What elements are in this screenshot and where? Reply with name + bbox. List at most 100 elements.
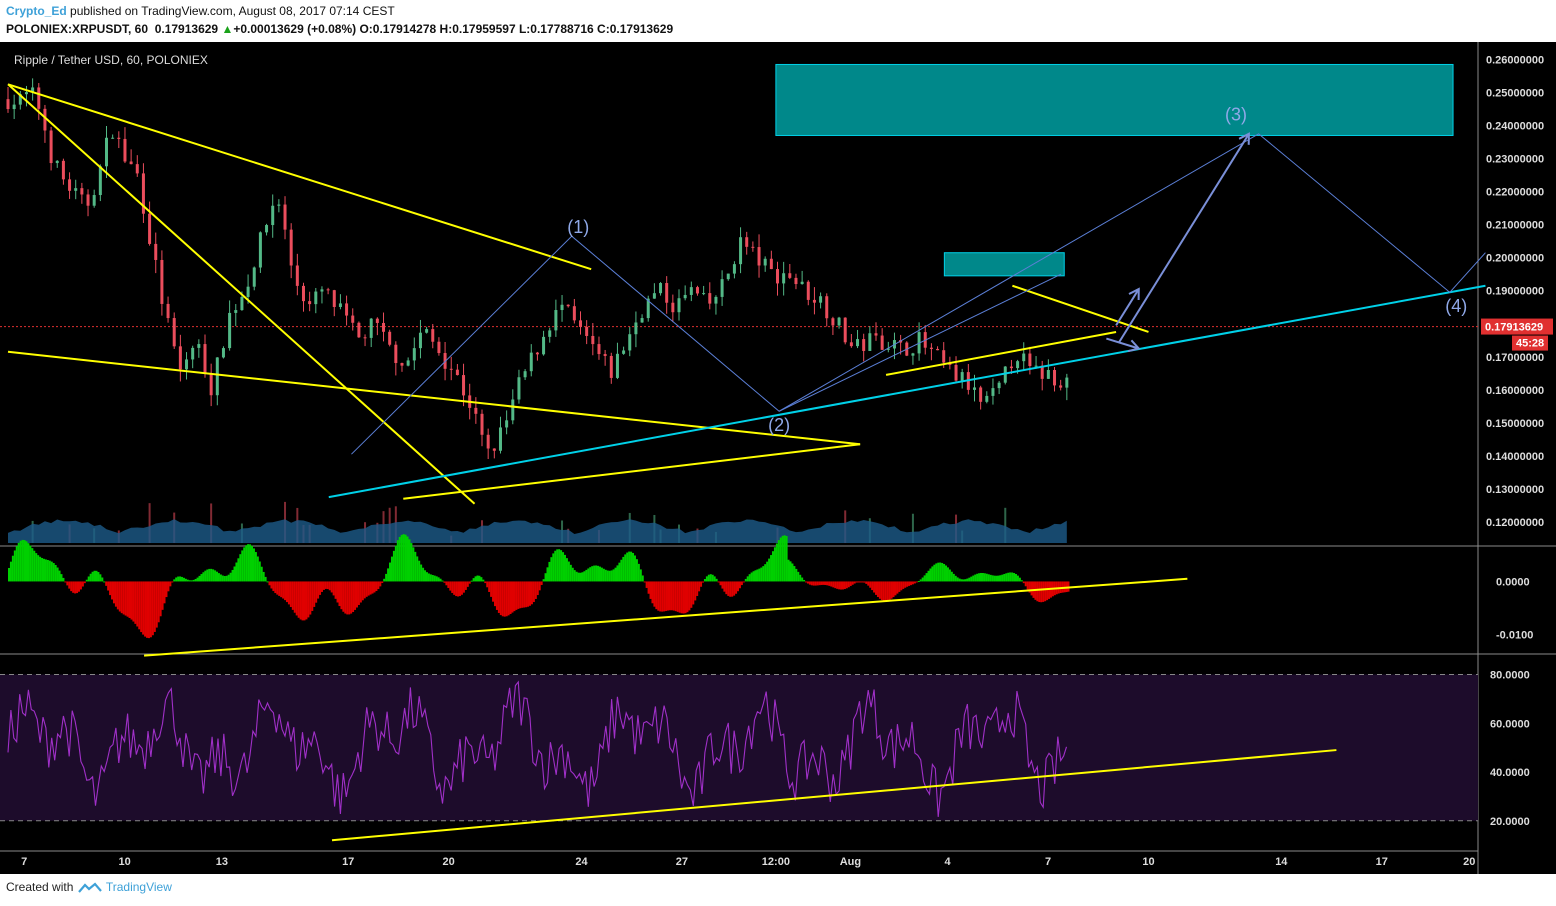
candle-body (548, 330, 552, 337)
macd-bar (762, 566, 765, 582)
rsi-tick-label: 80.0000 (1490, 670, 1530, 682)
macd-bar (424, 570, 427, 582)
trendline (7, 83, 476, 505)
macd-bar (383, 578, 386, 582)
macd-bar (700, 581, 703, 587)
macd-bar (828, 581, 831, 586)
macd-bar (956, 577, 959, 582)
macd-bar (371, 581, 374, 594)
macd-bar (497, 581, 500, 613)
macd-bar (439, 578, 442, 582)
macd-bar (52, 563, 55, 582)
macd-bar (834, 581, 837, 589)
macd-bar (585, 569, 588, 582)
tradingview-link[interactable]: TradingView (105, 880, 172, 894)
macd-bar (698, 581, 701, 592)
macd-bar (503, 581, 506, 617)
macd-bar (756, 569, 759, 582)
macd-bar (19, 540, 22, 582)
macd-bar (740, 581, 743, 586)
candle-body (849, 342, 853, 347)
rsi-indicator (7, 680, 1337, 842)
macd-bar (245, 545, 248, 582)
macd-bar (435, 576, 438, 582)
macd-bar (313, 581, 316, 607)
price-tick-label: 0.17000000 (1486, 352, 1544, 364)
macd-bar (655, 581, 658, 610)
macd-bar (857, 581, 860, 583)
macd-bar (630, 551, 633, 582)
macd-bar (210, 568, 213, 582)
candle-body (221, 348, 225, 358)
macd-bar (921, 577, 924, 582)
macd-bar (618, 562, 621, 582)
macd-bar (558, 549, 561, 582)
candle-body (277, 204, 281, 206)
macd-bar (554, 550, 557, 582)
candle-body (800, 281, 804, 285)
volume-bar (148, 503, 151, 543)
created-with-label: Created with (6, 880, 74, 894)
macd-bar (847, 581, 850, 588)
macd-bar (978, 573, 981, 582)
macd-bar (233, 566, 236, 582)
candle-body (388, 331, 392, 345)
macd-bar (93, 570, 96, 582)
macd-bar (260, 566, 263, 582)
macd-bar (1016, 575, 1019, 582)
macd-bar (904, 581, 907, 588)
macd-bar (289, 581, 292, 608)
macd-bar (437, 577, 440, 582)
author-link[interactable]: Crypto_Ed (6, 4, 67, 18)
macd-bar (29, 545, 32, 582)
time-tick-label: 20 (1463, 856, 1475, 868)
macd-bar (204, 570, 207, 582)
candle-body (480, 413, 484, 435)
macd-bar (865, 581, 868, 584)
time-tick-label: Aug (840, 856, 861, 868)
macd-bar (31, 548, 34, 582)
macd-bar (447, 581, 450, 588)
macd-bar (945, 565, 948, 582)
macd-bar (105, 581, 108, 586)
candle-body (972, 387, 976, 390)
macd-bar (966, 578, 969, 582)
macd-bar (853, 581, 856, 584)
time-tick-label: 20 (443, 856, 455, 868)
macd-bar (997, 575, 1000, 582)
candle-body (431, 329, 435, 342)
candle-body (6, 99, 10, 110)
volume-bars (8, 501, 1067, 543)
candle-body (1009, 366, 1013, 369)
macd-bar (425, 572, 428, 582)
macd-bar (948, 569, 951, 582)
macd-bar (614, 567, 617, 582)
macd-bar (723, 581, 726, 592)
macd-bar (422, 567, 425, 582)
macd-bar (954, 575, 957, 582)
candle-body (129, 161, 133, 165)
candle-body (609, 355, 613, 378)
candle-body (634, 322, 638, 335)
candle-body (178, 346, 182, 370)
candle-body (209, 373, 213, 396)
change-up-icon: ▲ (221, 22, 234, 36)
macd-bar (974, 574, 977, 582)
macd-bar (217, 573, 220, 582)
macd-bar (876, 581, 879, 598)
macd-bar (190, 580, 193, 582)
macd-bar (235, 562, 238, 582)
macd-bar (797, 571, 800, 582)
macd-bar (688, 581, 691, 611)
macd-bar (773, 547, 776, 582)
macd-bar (21, 539, 24, 582)
macd-bar (431, 575, 434, 582)
candle-body (234, 310, 238, 313)
macd-bar (387, 568, 390, 582)
macd-bar (17, 542, 20, 582)
macd-bar (927, 570, 930, 582)
macd-bar (390, 556, 393, 582)
trendline (7, 350, 861, 446)
chart-area[interactable]: (1) (2) (3) (4) 0.26000000 0.25000000 0.24000… (0, 42, 1556, 874)
candle-body (228, 312, 232, 349)
